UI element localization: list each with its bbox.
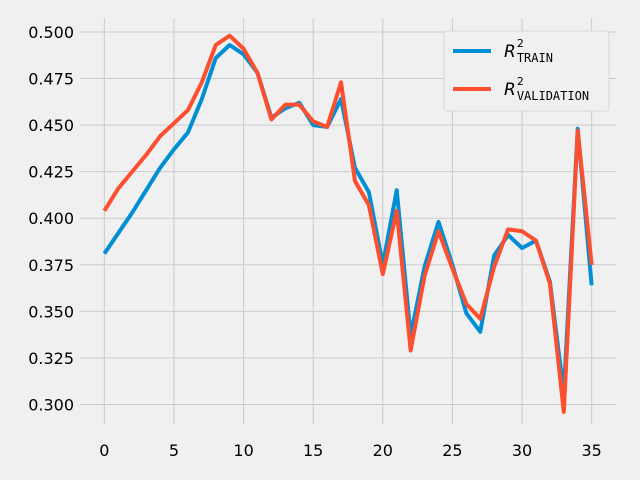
x-tick-label: 10 [233, 441, 253, 460]
y-tick-label: 0.375 [28, 256, 74, 275]
series-line-validation [102, 33, 594, 414]
x-tick-label: 30 [512, 441, 532, 460]
legend: R2 TRAIN R2 VALIDATION [443, 30, 610, 112]
x-axis-ticks: 0 5 10 15 20 25 30 35 [99, 441, 602, 460]
y-tick-label: 0.300 [28, 395, 74, 414]
x-tick-label: 0 [99, 441, 109, 460]
y-tick-label: 0.325 [28, 349, 74, 368]
x-tick-label: 35 [581, 441, 601, 460]
x-tick-label: 15 [303, 441, 323, 460]
y-tick-label: 0.500 [28, 23, 74, 42]
y-tick-label: 0.450 [28, 116, 74, 135]
legend-label: R2 VALIDATION [504, 75, 589, 103]
series-lines [102, 33, 594, 414]
x-tick-label: 5 [169, 441, 179, 460]
y-axis-ticks: 0.300 0.325 0.350 0.375 0.400 0.425 0.450 0.475… [28, 23, 74, 414]
y-tick-label: 0.475 [28, 70, 74, 89]
y-tick-label: 0.425 [28, 163, 74, 182]
x-tick-label: 20 [373, 441, 393, 460]
x-tick-label: 25 [442, 441, 462, 460]
y-tick-label: 0.350 [28, 302, 74, 321]
legend-label: R2 TRAIN [504, 37, 553, 65]
y-tick-label: 0.400 [28, 209, 74, 228]
